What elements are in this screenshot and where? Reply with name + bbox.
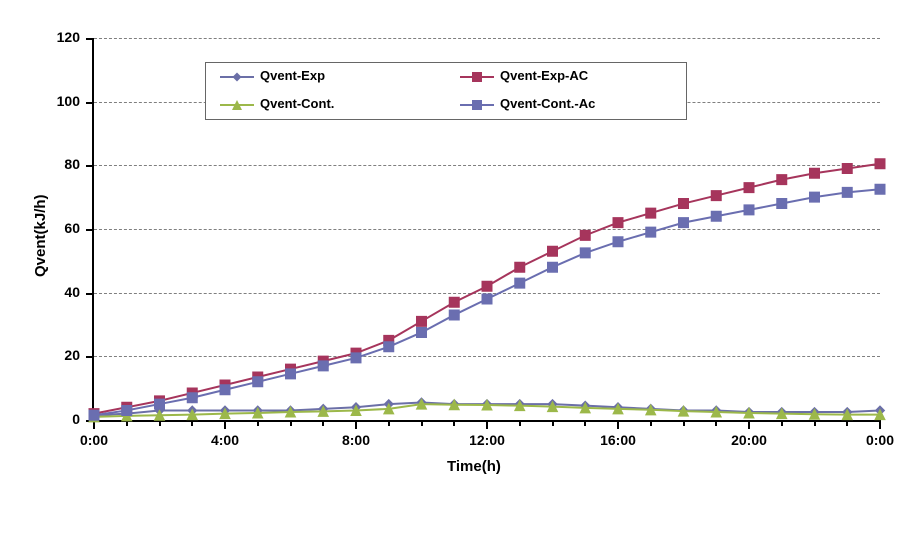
- series-marker: [253, 377, 263, 387]
- series-marker: [122, 405, 132, 415]
- series-marker: [482, 294, 492, 304]
- legend: Qvent-Exp Qvent-Exp-AC Qvent-Cont. Qvent-Co…: [205, 62, 687, 120]
- series-marker: [89, 410, 99, 420]
- series-marker: [384, 342, 394, 352]
- series-marker: [580, 230, 590, 240]
- series-marker: [744, 205, 754, 215]
- qvent-line-chart: 0204060801001200:004:008:0012:0016:0020:…: [0, 0, 923, 539]
- series-marker: [711, 211, 721, 221]
- series-marker: [875, 159, 885, 169]
- series-marker: [777, 175, 787, 185]
- legend-label: Qvent-Cont.-Ac: [500, 96, 595, 111]
- series-marker: [482, 281, 492, 291]
- series-marker: [580, 248, 590, 258]
- series-marker: [810, 168, 820, 178]
- series-marker: [613, 218, 623, 228]
- legend-label: Qvent-Exp: [260, 68, 325, 83]
- series-marker: [744, 183, 754, 193]
- series-marker: [646, 208, 656, 218]
- series-marker: [449, 310, 459, 320]
- series-marker: [351, 353, 361, 363]
- series-marker: [417, 327, 427, 337]
- series-marker: [646, 227, 656, 237]
- series-marker: [810, 192, 820, 202]
- series-marker: [515, 278, 525, 288]
- series-marker: [220, 385, 230, 395]
- series-marker: [187, 393, 197, 403]
- series-marker: [875, 184, 885, 194]
- series-marker: [679, 218, 689, 228]
- series-marker: [613, 237, 623, 247]
- series-marker: [286, 369, 296, 379]
- series-marker: [679, 199, 689, 209]
- series-marker: [842, 187, 852, 197]
- series-marker: [449, 297, 459, 307]
- series-marker: [318, 361, 328, 371]
- series-marker: [417, 316, 427, 326]
- legend-label: Qvent-Cont.: [260, 96, 334, 111]
- series-marker: [711, 191, 721, 201]
- series-marker: [842, 164, 852, 174]
- series-marker: [155, 399, 165, 409]
- series-marker: [548, 246, 558, 256]
- series-marker: [777, 199, 787, 209]
- legend-label: Qvent-Exp-AC: [500, 68, 588, 83]
- series-marker: [515, 262, 525, 272]
- series-marker: [548, 262, 558, 272]
